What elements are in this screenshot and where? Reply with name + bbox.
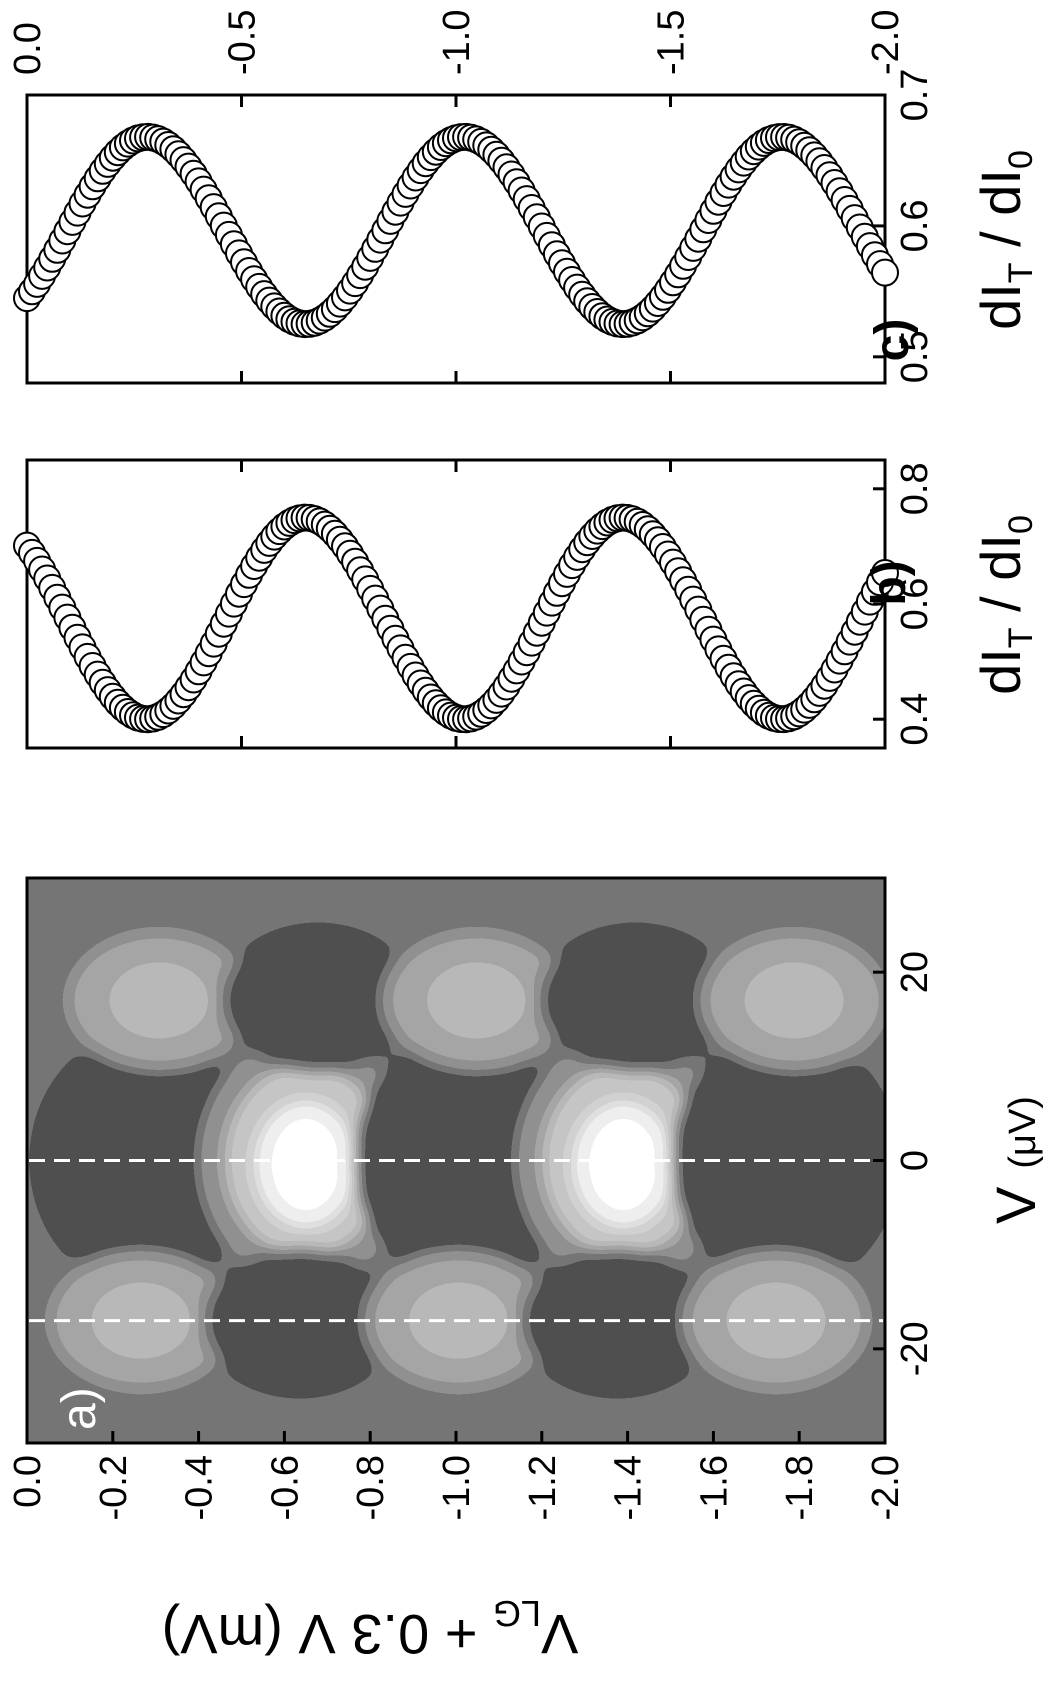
b-point	[871, 559, 899, 587]
panel-a-x-axis-symbol: V	[984, 1186, 1047, 1224]
panel-b-x-label-mid: / dI	[969, 534, 1032, 627]
c-lg-tick-label-2: -1.0	[436, 10, 478, 75]
heatmap-extremum-0	[37, 928, 258, 1393]
c-val-tick-label-0: 0.5	[894, 330, 936, 383]
a-lg-tick-label-0: 0.0	[7, 1455, 49, 1508]
a-v-tick-label-1: 0	[894, 1150, 936, 1171]
panel-a-ticks: 0.0 -0.2 -0.4 -0.6 -0.8 -1.0 -1.2 -1.4 -1.6 -1.8 -…	[7, 951, 936, 1520]
panel-b-scatter: 0.4 0.6 0.8 b) dIT / dI0	[13, 458, 1040, 750]
c-lg-tick-label-3: -1.5	[651, 10, 693, 75]
a-lg-tick-label-5: -1.0	[436, 1455, 478, 1520]
panel-c-x-label-mid: / dI	[969, 169, 1032, 262]
panel-a-y-axis-label: VLG + 0.3 V (mV)	[162, 1593, 579, 1666]
panel-c-ticks: 0.5 0.6 0.7 0.0 -0.5 -1.0 -1.5 -2.0	[7, 10, 936, 384]
a-y-label-rest: + 0.3 V (mV)	[162, 1603, 493, 1666]
c-lg-tick-label-1: -0.5	[222, 10, 264, 75]
a-y-label-main: V	[540, 1603, 578, 1666]
panel-a-x-axis-unit: (μV)	[1002, 1096, 1044, 1169]
heatmap-field	[27, 878, 885, 1443]
panel-b-x-label-sub-t: T	[1002, 627, 1040, 648]
a-lg-tick-label-4: -0.8	[350, 1455, 392, 1520]
panel-c-x-label-sub-0: 0	[1002, 150, 1040, 169]
c-lg-tick-label-4: -2.0	[865, 10, 907, 75]
a-lg-tick-label-6: -1.2	[522, 1455, 564, 1520]
panel-b-points	[13, 503, 899, 734]
panel-c-scatter: 0.5 0.6 0.7 0.0 -0.5 -1.0 -1.5 -2.0 c) dIT / dI…	[7, 10, 1040, 385]
a-lg-tick-label-1: -0.2	[93, 1455, 135, 1520]
panel-c-x-axis-label: dIT / dI0	[969, 150, 1040, 330]
panel-a-dashed-lines	[29, 1159, 883, 1323]
panel-c-points	[13, 122, 899, 339]
panel-c-tag: c)	[866, 319, 919, 362]
c-point	[871, 258, 899, 287]
a-lg-tick-label-7: -1.4	[608, 1455, 650, 1520]
panel-c-x-label-dI: dI	[969, 283, 1032, 330]
c-lg-tick-label-0: 0.0	[7, 22, 49, 75]
a-lg-tick-label-3: -0.6	[264, 1455, 306, 1520]
panel-b-x-label-dI: dI	[969, 648, 1032, 695]
a-lg-tick-label-10: -2.0	[865, 1455, 907, 1520]
b-val-tick-label-0: 0.4	[894, 693, 936, 746]
panel-b-ticks: 0.4 0.6 0.8	[25, 460, 936, 748]
panel-b-tag: b)	[863, 560, 916, 605]
a-lg-tick-label-9: -1.8	[779, 1455, 821, 1520]
panel-c-x-label-sub-t: T	[1002, 262, 1040, 283]
a-lg-tick-label-2: -0.4	[179, 1455, 221, 1520]
a-v-tick-label-2: 20	[894, 951, 936, 993]
panel-a-tag: a)	[53, 1387, 106, 1430]
b-val-tick-label-1: 0.6	[894, 578, 936, 631]
panel-b-x-label-sub-0: 0	[1002, 515, 1040, 534]
panel-a-x-axis-label: V (μV)	[984, 1096, 1047, 1224]
a-v-tick-label-0: -20	[894, 1321, 936, 1376]
c-val-tick-label-2: 0.7	[894, 69, 936, 122]
panel-a-heatmap: 0.0 -0.2 -0.4 -0.6 -0.8 -1.0 -1.2 -1.4 -1.6 -1.8 -…	[7, 876, 1047, 1666]
a-lg-tick-label-8: -1.6	[693, 1455, 735, 1520]
a-y-label-sub: LG	[493, 1593, 541, 1634]
panel-b-x-axis-label: dIT / dI0	[969, 515, 1040, 695]
heatmap-extremum-4	[672, 928, 885, 1393]
b-val-tick-label-2: 0.8	[894, 462, 936, 515]
c-val-tick-label-1: 0.6	[894, 199, 936, 252]
